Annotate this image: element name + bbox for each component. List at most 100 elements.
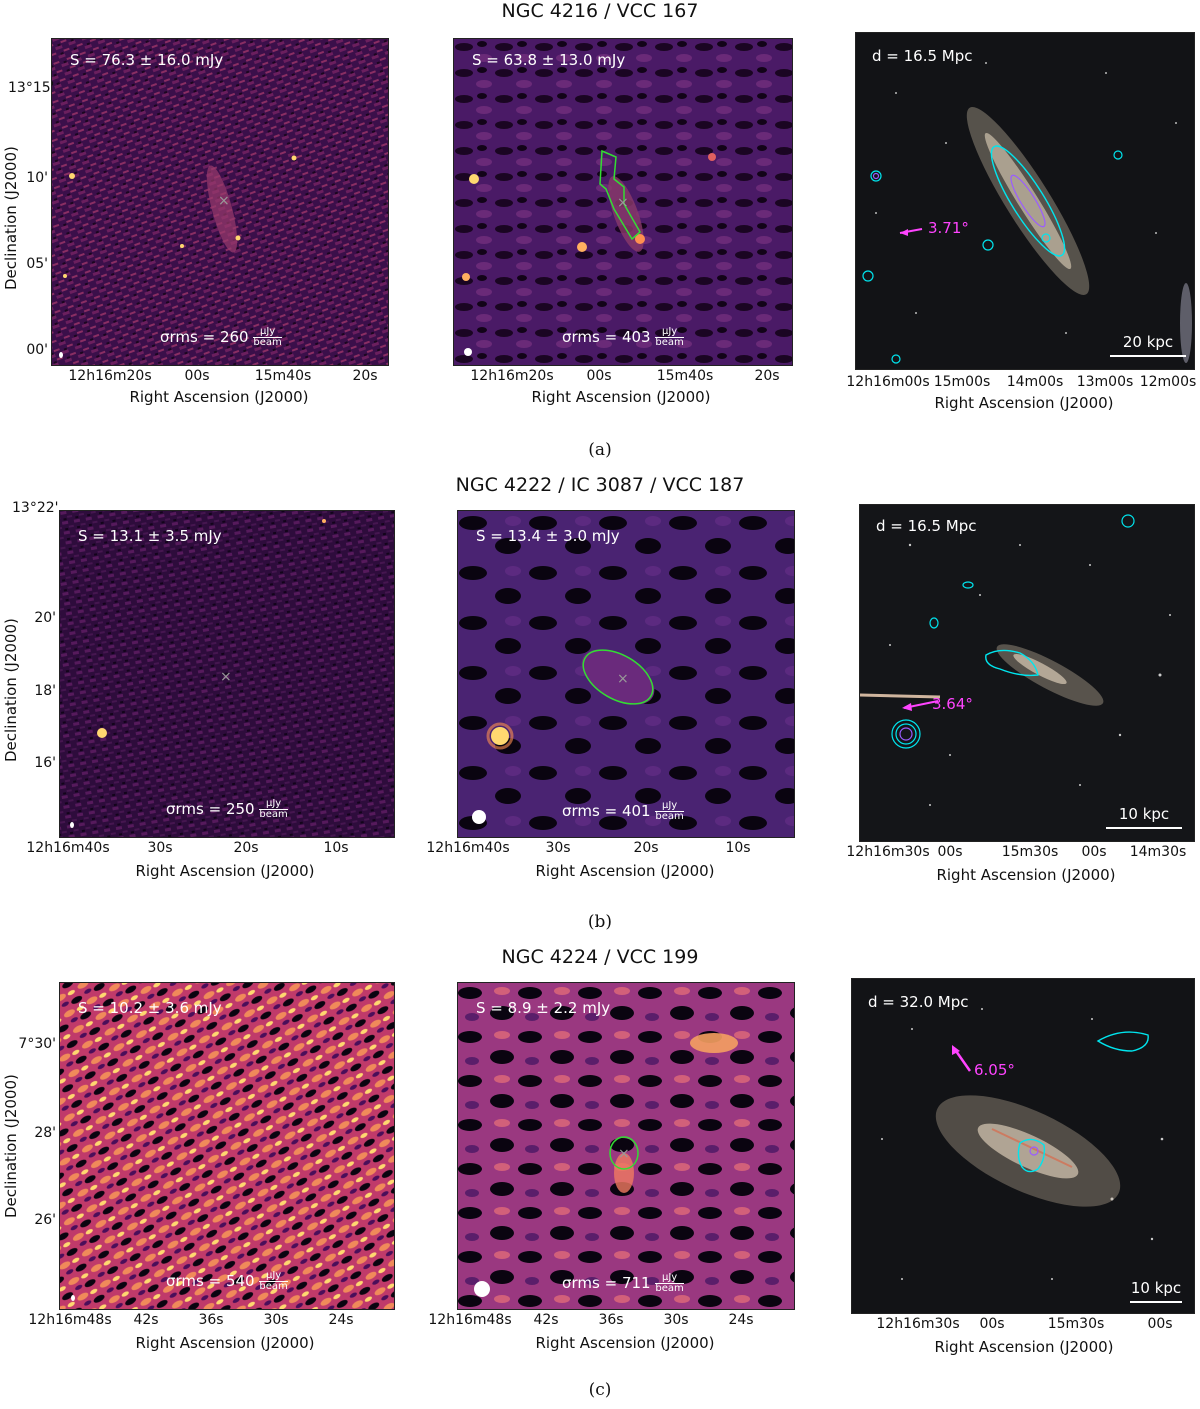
- x-tick-label: 42s: [133, 1312, 159, 1328]
- panel-b-mid-radio-image: × S = 13.4 ± 3.0 mJy σrms = 401 μJy beam: [457, 510, 795, 838]
- galaxy-center-marker: ×: [617, 671, 629, 687]
- sigma-rms-label: σrms = 401 μJy beam: [562, 800, 684, 822]
- radio-image-noise: ×: [60, 511, 394, 837]
- sigma-rms-label: σrms = 711 μJy beam: [562, 1272, 684, 1294]
- x-tick-label: 15m00s: [933, 374, 991, 390]
- x-tick-label: 20s: [633, 840, 659, 856]
- galaxy-center-marker: ×: [220, 669, 232, 685]
- x-tick-label: 12h16m48s: [428, 1312, 512, 1328]
- x-tick-label: 14m00s: [1006, 374, 1064, 390]
- y-axis-label: Declination (J2000): [2, 1074, 20, 1218]
- flux-region-polygon: [599, 149, 641, 241]
- panel-a-left-radio-image: × S = 76.3 ± 16.0 mJy σrms = 260 μJy beam: [51, 38, 389, 366]
- x-tick-label: 30s: [263, 1312, 289, 1328]
- beam-ellipse: [464, 348, 472, 356]
- x-tick-label: 15m30s: [1047, 1316, 1105, 1332]
- x-tick-label: 12h16m00s: [846, 374, 930, 390]
- angle-label: 3.64°: [932, 695, 973, 713]
- distance-label: d = 16.5 Mpc: [876, 517, 977, 535]
- radio-image-smoothed: ×: [458, 511, 794, 837]
- beam-ellipse: [474, 1281, 490, 1297]
- caption-b: (b): [587, 912, 613, 932]
- y-tick-label: 26': [34, 1212, 56, 1228]
- flux-region-ellipse: [582, 649, 654, 705]
- x-tick-label: 30s: [663, 1312, 689, 1328]
- radio-contour: [990, 145, 1066, 257]
- panel-a-right-optical-image: d = 16.5 Mpc 3.71° 20 kpc: [855, 32, 1195, 370]
- sigma-rms-label: σrms = 540 μJy beam: [166, 1270, 288, 1292]
- x-tick-label: 12h16m48s: [28, 1312, 112, 1328]
- x-tick-label: 13m00s: [1076, 374, 1134, 390]
- flux-region-ellipse: [609, 1136, 639, 1170]
- x-tick-label: 15m40s: [656, 368, 714, 384]
- y-tick-label: 7°30': [18, 1036, 56, 1052]
- y-tick-label: 10': [26, 170, 48, 186]
- x-tick-label: 12h16m40s: [26, 840, 110, 856]
- panel-b-left-radio-image: × S = 13.1 ± 3.5 mJy σrms = 250 μJy beam: [59, 510, 395, 838]
- flux-label: S = 8.9 ± 2.2 mJy: [476, 999, 611, 1017]
- galaxy-center-marker: ×: [218, 193, 230, 209]
- x-axis-label: Right Ascension (J2000): [531, 388, 711, 406]
- x-tick-label: 14m30s: [1129, 844, 1187, 860]
- scale-bar: 20 kpc: [1110, 333, 1186, 357]
- row-b-title: NGC 4222 / IC 3087 / VCC 187: [455, 474, 745, 496]
- flux-label: S = 63.8 ± 13.0 mJy: [472, 51, 626, 69]
- x-tick-label: 00s: [979, 1316, 1005, 1332]
- panel-c-mid-radio-image: × S = 8.9 ± 2.2 mJy σrms = 711 μJy beam: [457, 982, 795, 1310]
- panel-a-mid-radio-image: × S = 63.8 ± 13.0 mJy σrms = 403 μJy beam: [453, 38, 793, 366]
- x-axis-label: Right Ascension (J2000): [934, 394, 1114, 412]
- panel-c-right-optical-image: d = 32.0 Mpc 6.05° 10 kpc: [851, 978, 1195, 1314]
- radio-image-smoothed: ×: [458, 983, 794, 1309]
- x-tick-label: 00s: [937, 844, 963, 860]
- x-tick-label: 10s: [323, 840, 349, 856]
- beam-ellipse: [71, 1295, 75, 1301]
- x-tick-label: 00s: [586, 368, 612, 384]
- optical-image-overlay: [862, 62, 1192, 364]
- x-tick-label: 20s: [754, 368, 780, 384]
- distance-label: d = 16.5 Mpc: [872, 47, 973, 65]
- x-tick-label: 15m30s: [1001, 844, 1059, 860]
- beam-ellipse: [59, 352, 63, 358]
- flux-label: S = 13.4 ± 3.0 mJy: [476, 527, 620, 545]
- sigma-rms-label: σrms = 403 μJy beam: [562, 326, 684, 348]
- x-tick-label: 24s: [728, 1312, 754, 1328]
- caption-c: (c): [588, 1380, 612, 1400]
- galaxy-center-marker: ×: [618, 1146, 630, 1162]
- x-tick-label: 00s: [1081, 844, 1107, 860]
- x-tick-label: 36s: [598, 1312, 624, 1328]
- scale-bar: 10 kpc: [1106, 805, 1182, 829]
- x-axis-label: Right Ascension (J2000): [535, 862, 715, 880]
- x-tick-label: 10s: [725, 840, 751, 856]
- y-tick-label: 13°15': [8, 80, 55, 96]
- x-tick-label: 24s: [328, 1312, 354, 1328]
- x-tick-label: 20s: [352, 368, 378, 384]
- x-tick-label: 42s: [533, 1312, 559, 1328]
- motion-arrow: [954, 1050, 972, 1072]
- y-tick-label: 00': [26, 342, 48, 358]
- panel-c-left-radio-image: S = 10.2 ± 3.6 mJy σrms = 540 μJy beam: [59, 982, 395, 1310]
- y-tick-label: 28': [34, 1125, 56, 1141]
- sigma-rms-label: σrms = 250 μJy beam: [166, 798, 288, 820]
- sigma-rms-label: σrms = 260 μJy beam: [160, 326, 282, 348]
- flux-label: S = 13.1 ± 3.5 mJy: [78, 527, 222, 545]
- x-tick-label: 12h16m40s: [426, 840, 510, 856]
- optical-image-overlay: [860, 514, 1171, 806]
- y-tick-label: 18': [34, 683, 56, 699]
- x-tick-label: 30s: [545, 840, 571, 856]
- radio-contour: [1017, 1138, 1046, 1173]
- x-axis-label: Right Ascension (J2000): [535, 1334, 715, 1352]
- flux-label: S = 10.2 ± 3.6 mJy: [78, 999, 222, 1017]
- x-tick-label: 36s: [198, 1312, 224, 1328]
- x-tick-label: 12h16m30s: [876, 1316, 960, 1332]
- y-tick-label: 13°22': [12, 500, 59, 516]
- x-axis-label: Right Ascension (J2000): [934, 1338, 1114, 1356]
- x-tick-label: 12h16m30s: [846, 844, 930, 860]
- radio-contour: [985, 649, 1039, 677]
- x-tick-label: 12h16m20s: [470, 368, 554, 384]
- radio-image-noise: ×: [52, 39, 388, 365]
- panel-b-right-optical-image: d = 16.5 Mpc 3.64° 10 kpc: [859, 504, 1195, 842]
- x-tick-label: 12h16m20s: [68, 368, 152, 384]
- angle-label: 3.71°: [928, 219, 969, 237]
- caption-a: (a): [588, 440, 612, 460]
- x-tick-label: 30s: [147, 840, 173, 856]
